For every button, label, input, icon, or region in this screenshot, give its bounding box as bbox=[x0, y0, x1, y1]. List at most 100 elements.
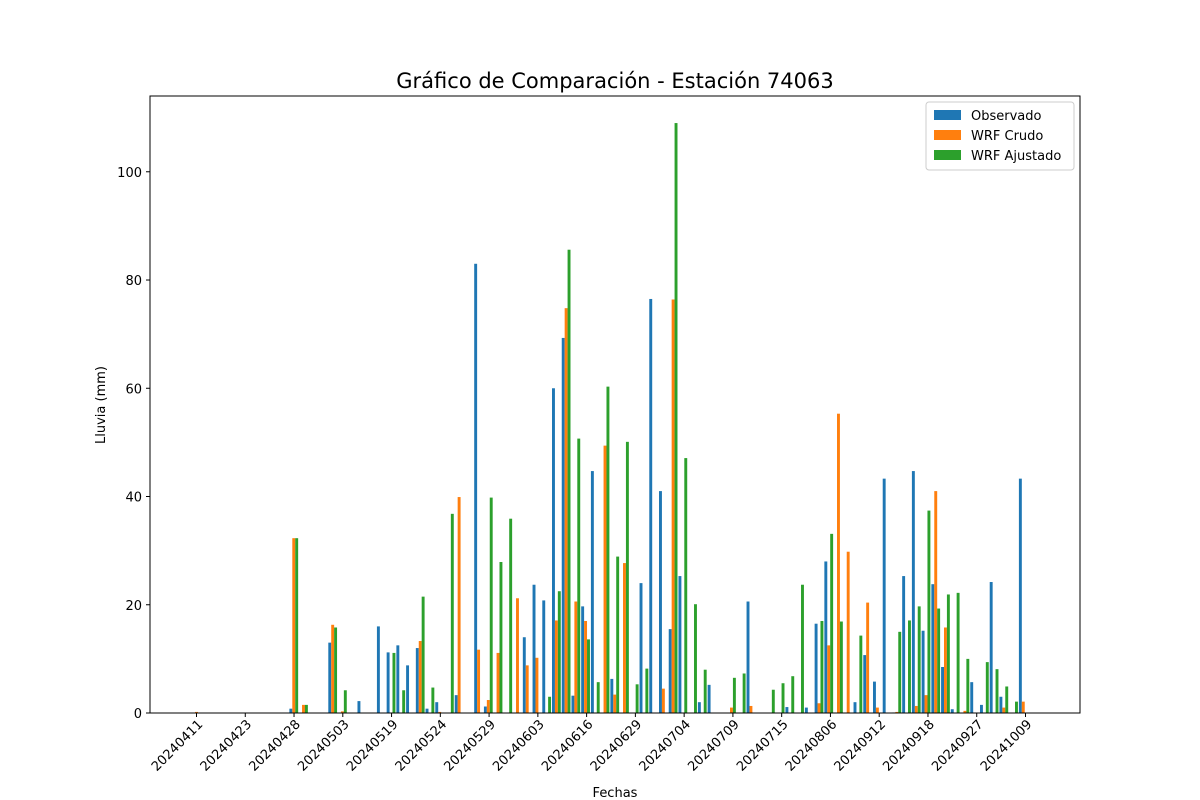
bar-0-35 bbox=[532, 584, 536, 713]
bar-2-41 bbox=[596, 682, 600, 713]
bar-1-33 bbox=[516, 598, 519, 713]
bar-2-73 bbox=[908, 620, 911, 713]
x-tick-label-8: 20240616 bbox=[539, 717, 596, 774]
bar-2-75 bbox=[927, 510, 931, 713]
bar-1-40 bbox=[584, 620, 588, 713]
legend-swatch-1 bbox=[934, 130, 961, 140]
x-tick-label-10: 20240704 bbox=[637, 717, 694, 774]
bar-0-40 bbox=[581, 606, 585, 713]
x-tick-label-3: 20240503 bbox=[295, 717, 352, 774]
legend-swatch-2 bbox=[934, 150, 961, 160]
bar-0-14 bbox=[328, 642, 332, 713]
bar-0-17 bbox=[357, 701, 361, 713]
bar-2-37 bbox=[557, 591, 561, 713]
bar-1-74 bbox=[914, 705, 918, 713]
bar-1-76 bbox=[934, 491, 938, 713]
legend-label-1: WRF Crudo bbox=[971, 129, 1043, 144]
x-tick-label-4: 20240519 bbox=[344, 717, 401, 774]
bar-2-23 bbox=[421, 596, 425, 713]
bar-0-25 bbox=[435, 702, 439, 713]
x-tick-label-1: 20240423 bbox=[198, 717, 255, 774]
bar-0-30 bbox=[483, 706, 487, 713]
bar-2-82 bbox=[995, 669, 999, 713]
bar-2-38 bbox=[567, 249, 571, 713]
bar-1-25 bbox=[438, 711, 442, 713]
bar-1-11 bbox=[302, 704, 305, 713]
bar-2-51 bbox=[694, 604, 697, 713]
bar-2-68 bbox=[859, 635, 863, 713]
bar-1-69 bbox=[866, 602, 870, 713]
bar-0-43 bbox=[610, 678, 614, 713]
plot-frame bbox=[149, 95, 1081, 714]
bar-1-42 bbox=[603, 445, 607, 713]
bar-0-85 bbox=[1018, 478, 1022, 713]
y-tick-label-0: 0 bbox=[134, 707, 142, 722]
x-axis: 2024041120240423202404282024050320240519… bbox=[149, 713, 1035, 775]
bar-2-81 bbox=[985, 662, 989, 713]
bar-2-39 bbox=[577, 438, 581, 713]
bar-0-80 bbox=[970, 682, 974, 713]
y-tick-label-5: 100 bbox=[117, 166, 142, 181]
bar-2-44 bbox=[625, 441, 629, 713]
bar-0-23 bbox=[415, 648, 419, 713]
bar-2-83 bbox=[1005, 686, 1009, 713]
bar-2-42 bbox=[606, 386, 610, 713]
bar-2-31 bbox=[499, 562, 503, 713]
bar-1-79 bbox=[963, 710, 967, 713]
bar-2-14 bbox=[334, 627, 338, 713]
bar-2-77 bbox=[946, 594, 950, 713]
bar-1-37 bbox=[554, 620, 558, 713]
y-tick-label-4: 80 bbox=[125, 274, 142, 289]
bar-1-27 bbox=[457, 497, 461, 713]
bar-1-30 bbox=[486, 700, 490, 713]
bar-0-76 bbox=[931, 584, 935, 713]
bar-2-30 bbox=[489, 497, 493, 713]
bar-0-64 bbox=[814, 623, 818, 713]
bar-1-0 bbox=[195, 711, 198, 713]
x-tick-label-13: 20240806 bbox=[783, 717, 840, 774]
bar-2-45 bbox=[635, 684, 639, 713]
bar-1-64 bbox=[817, 703, 821, 713]
bar-0-20 bbox=[386, 652, 390, 713]
bar-0-53 bbox=[707, 684, 711, 713]
bar-2-60 bbox=[781, 683, 785, 713]
bar-2-50 bbox=[684, 458, 688, 713]
x-tick-label-12: 20240715 bbox=[734, 717, 791, 774]
bar-2-32 bbox=[509, 518, 513, 713]
bar-0-57 bbox=[746, 601, 750, 713]
bar-2-84 bbox=[1015, 701, 1018, 713]
x-axis-label: Fechas bbox=[593, 786, 638, 800]
bar-2-11 bbox=[304, 704, 308, 713]
bar-0-27 bbox=[454, 695, 458, 713]
x-tick-label-5: 20240524 bbox=[393, 717, 450, 774]
bar-1-31 bbox=[496, 652, 500, 713]
bar-0-70 bbox=[873, 681, 876, 713]
bar-1-43 bbox=[613, 694, 617, 713]
x-tick-label-14: 20240912 bbox=[832, 717, 889, 774]
bar-1-23 bbox=[418, 641, 422, 713]
bar-0-74 bbox=[911, 471, 915, 713]
bar-1-55 bbox=[730, 707, 733, 713]
bar-0-22 bbox=[406, 665, 410, 713]
bar-0-78 bbox=[950, 709, 954, 713]
bar-0-24 bbox=[425, 708, 429, 713]
bar-1-35 bbox=[535, 657, 539, 713]
legend-label-0: Observado bbox=[971, 109, 1042, 124]
bar-1-66 bbox=[837, 413, 840, 713]
bar-0-83 bbox=[999, 696, 1003, 713]
bar-0-61 bbox=[785, 707, 789, 713]
bar-1-70 bbox=[875, 707, 879, 713]
bar-2-46 bbox=[645, 668, 649, 713]
bar-2-64 bbox=[820, 620, 824, 713]
bar-0-46 bbox=[639, 583, 643, 713]
bar-0-77 bbox=[941, 667, 944, 713]
bar-2-72 bbox=[898, 631, 902, 713]
y-tick-label-3: 60 bbox=[125, 382, 142, 397]
bar-0-10 bbox=[289, 708, 293, 713]
bar-2-74 bbox=[917, 606, 921, 713]
bar-2-40 bbox=[587, 639, 590, 713]
x-tick-label-9: 20240629 bbox=[588, 717, 645, 774]
bar-1-72 bbox=[895, 711, 899, 713]
bar-2-79 bbox=[966, 658, 970, 713]
